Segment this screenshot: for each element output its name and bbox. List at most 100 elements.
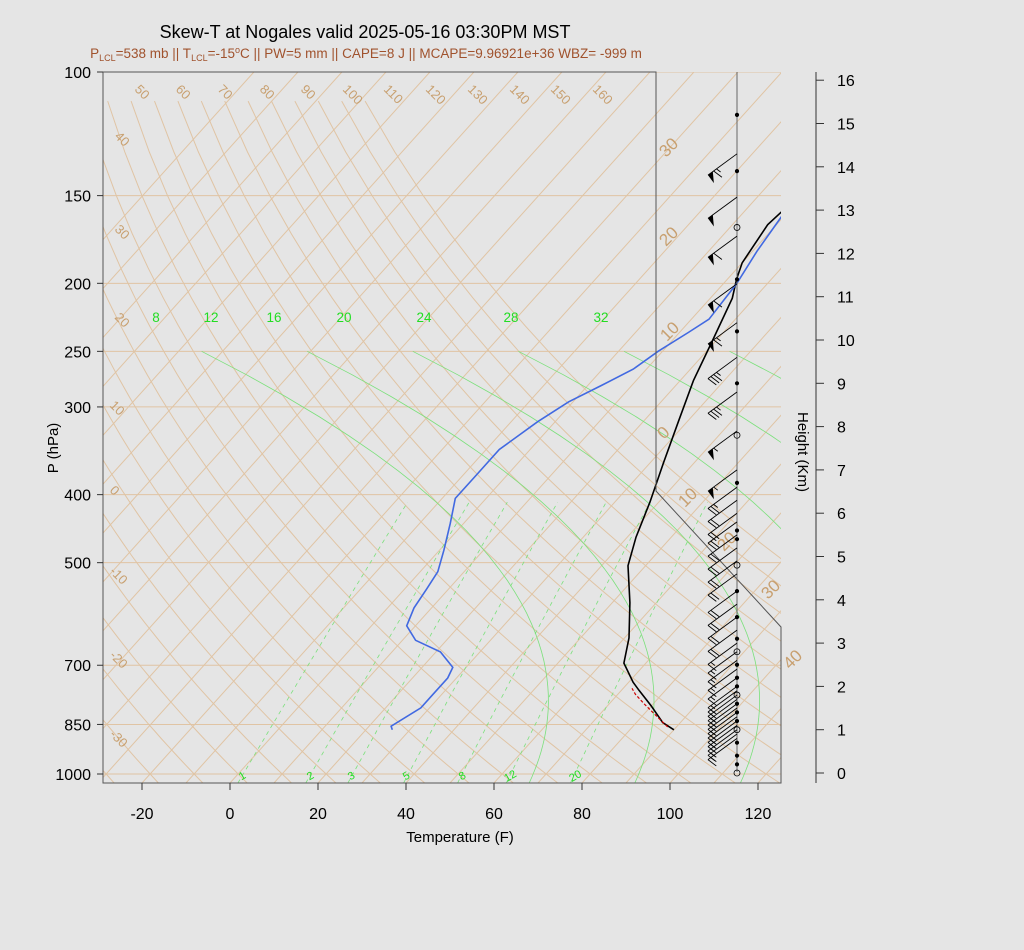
dry-adiabat-line xyxy=(103,719,159,783)
height-tick-label: 3 xyxy=(837,636,846,653)
mixing-ratio-line xyxy=(570,502,708,783)
height-marker xyxy=(734,710,740,715)
isotherm-label: -30 xyxy=(107,727,131,751)
isotherm-line xyxy=(103,72,739,779)
dewpoint-line xyxy=(390,215,781,731)
height-marker xyxy=(733,431,741,439)
height-marker xyxy=(734,753,740,758)
isotherm-label: 130 xyxy=(465,82,491,108)
isotherm-label: 90 xyxy=(298,82,319,103)
wind-barb xyxy=(707,547,738,576)
height-tick-label: 14 xyxy=(837,160,855,177)
isotherm-line xyxy=(537,512,781,783)
pressure-tick-label: 250 xyxy=(64,344,91,361)
mixing-ratio-label: 20 xyxy=(567,768,584,785)
mixing-ratio-label: 3 xyxy=(346,770,357,783)
pressure-tick-label: 500 xyxy=(64,556,91,573)
wetbulb-label: 20 xyxy=(336,310,351,325)
profile-series xyxy=(390,211,781,731)
dry-adiabat-line xyxy=(103,458,381,783)
isotherm-label: 10 xyxy=(674,484,701,511)
height-axis-label: Height (Km) xyxy=(794,412,811,492)
height-tick-label: 10 xyxy=(837,333,855,350)
pressure-tick-label: 150 xyxy=(64,189,91,206)
wind-barb xyxy=(707,642,738,672)
dry-adiabat-line xyxy=(103,565,292,783)
wind-barb xyxy=(707,283,738,314)
moist-adiabat-line xyxy=(729,350,781,379)
height-marker xyxy=(733,648,741,656)
moist-adiabat-line xyxy=(412,350,761,783)
height-tick-label: 5 xyxy=(837,550,846,567)
isotherm-line xyxy=(103,72,607,632)
isotherm-label: -20 xyxy=(107,648,131,672)
isotherm-line xyxy=(669,658,781,783)
temperature-tick-label: 60 xyxy=(485,806,503,823)
parcel-line xyxy=(631,688,669,728)
height-marker xyxy=(734,169,740,174)
isotherm-line xyxy=(103,72,519,534)
isotherm-label: 50 xyxy=(132,82,153,103)
dry-adiabat-line xyxy=(103,403,426,783)
height-tick-label: 4 xyxy=(837,593,846,610)
height-marker xyxy=(734,701,740,706)
isotherm-line xyxy=(581,561,781,783)
mixing-ratio-line xyxy=(457,502,607,783)
height-marker xyxy=(733,224,741,231)
height-marker xyxy=(734,675,740,680)
wind-barb xyxy=(707,590,738,620)
height-tick-label: 8 xyxy=(837,420,846,437)
height-tick-label: 13 xyxy=(837,203,855,220)
dry-adiabat-line xyxy=(103,347,470,783)
height-tick-label: 12 xyxy=(837,246,855,263)
wind-barb xyxy=(707,677,738,706)
plot-frame xyxy=(102,71,782,784)
dry-adiabat-line xyxy=(103,668,204,783)
wind-barb xyxy=(707,430,738,461)
wind-barb xyxy=(707,573,738,602)
pressure-tick-label: 700 xyxy=(64,658,91,675)
isotherm-line xyxy=(846,72,1024,783)
wind-barb xyxy=(707,521,738,550)
height-marker xyxy=(734,740,740,745)
isotherm-label: 30 xyxy=(112,222,133,243)
isotherm-line xyxy=(405,365,781,783)
isotherm-line xyxy=(103,72,475,485)
moist-adiabat-line xyxy=(835,351,1024,783)
dry-adiabat-line xyxy=(154,100,736,783)
pressure-tick-label: 300 xyxy=(64,400,91,417)
height-tick-label: 15 xyxy=(837,117,855,134)
mixing-ratio-line xyxy=(505,502,651,783)
dry-adiabat-line xyxy=(103,512,337,783)
wind-barb xyxy=(707,616,738,646)
height-marker xyxy=(733,561,741,569)
dry-adiabat-line xyxy=(200,100,781,756)
isotherm-label: 140 xyxy=(507,82,533,108)
wetbulb-label: 28 xyxy=(503,310,518,325)
isotherm-line xyxy=(493,463,781,783)
wind-barb xyxy=(707,499,738,529)
height-marker xyxy=(734,528,740,533)
wind-barb xyxy=(707,651,738,680)
wind-barb xyxy=(707,469,738,500)
isotherm-label: 40 xyxy=(112,129,133,150)
mixing-ratio-label: 2 xyxy=(305,770,316,783)
wind-barb xyxy=(707,512,738,542)
wetbulb-label: 8 xyxy=(152,310,160,325)
height-marker xyxy=(734,112,740,117)
dry-adiabat-line xyxy=(224,100,781,727)
height-tick-label: 7 xyxy=(837,463,846,480)
height-marker xyxy=(733,691,741,699)
isotherm-label: -10 xyxy=(107,564,131,588)
isotherm-line xyxy=(273,218,781,783)
isotherm-line xyxy=(625,610,781,783)
isotherm-label: 80 xyxy=(257,82,278,103)
isotherm-line xyxy=(229,170,781,783)
moist-adiabat-line xyxy=(307,350,655,783)
temperature-tick-label: 20 xyxy=(309,806,327,823)
wetbulb-labels: 8 12 16 20 24 28 32 xyxy=(152,310,608,325)
mixing-ratio-label: 5 xyxy=(401,770,412,783)
pressure-tick-label: 100 xyxy=(64,65,91,82)
wind-barb xyxy=(707,153,738,184)
isotherms xyxy=(103,72,1024,783)
